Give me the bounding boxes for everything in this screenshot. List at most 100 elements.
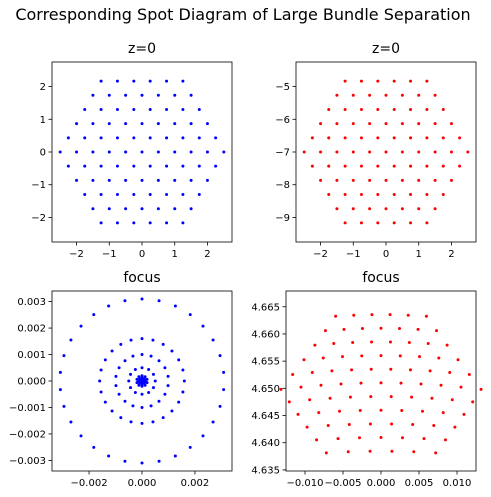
data-point	[99, 193, 103, 197]
data-point	[165, 136, 169, 140]
data-point	[103, 400, 107, 404]
data-point	[103, 358, 107, 362]
data-point	[173, 93, 177, 97]
data-point	[115, 164, 119, 168]
data-point	[189, 207, 193, 211]
y-tick-label: 0	[40, 148, 46, 159]
data-point	[359, 193, 363, 197]
data-point	[79, 324, 83, 328]
data-point	[425, 221, 429, 225]
data-point	[156, 150, 160, 154]
y-tick-label: −2	[31, 213, 46, 224]
data-point	[359, 107, 363, 111]
data-point	[319, 150, 323, 154]
data-point	[115, 136, 119, 140]
data-point	[161, 416, 165, 420]
data-point	[69, 338, 73, 342]
data-point	[181, 107, 185, 111]
data-point	[205, 150, 209, 154]
data-point	[399, 381, 403, 385]
data-point	[376, 193, 380, 197]
data-point	[384, 93, 388, 97]
data-point	[124, 178, 128, 182]
data-point	[91, 122, 95, 126]
data-point	[417, 93, 421, 97]
data-point	[458, 164, 462, 168]
data-point	[343, 79, 347, 83]
x-tick-label: 0	[139, 249, 145, 260]
data-point	[201, 434, 205, 438]
data-point	[165, 221, 169, 225]
data-point	[358, 408, 362, 412]
data-point	[163, 392, 167, 396]
data-point	[433, 207, 437, 211]
data-point	[343, 164, 347, 168]
data-point	[343, 107, 347, 111]
data-point	[411, 422, 415, 426]
data-point	[343, 136, 347, 140]
data-point	[392, 193, 396, 197]
data-point	[173, 207, 177, 211]
data-point	[205, 178, 209, 182]
data-point	[430, 396, 434, 400]
data-point	[91, 207, 95, 211]
data-point	[205, 122, 209, 126]
data-point	[166, 384, 170, 388]
y-tick-label: 2	[40, 82, 46, 93]
data-point	[443, 438, 447, 442]
data-point	[409, 107, 413, 111]
data-point	[114, 384, 118, 388]
data-point	[376, 136, 380, 140]
data-point	[392, 107, 396, 111]
data-point	[351, 93, 355, 97]
data-point	[170, 349, 174, 353]
subplot-title: z=0	[372, 41, 400, 57]
data-point	[308, 398, 312, 402]
data-point	[359, 136, 363, 140]
data-point	[441, 164, 445, 168]
data-point	[422, 437, 426, 441]
data-point	[302, 150, 306, 154]
data-point	[151, 372, 155, 376]
data-point	[445, 343, 449, 347]
data-point	[132, 136, 136, 140]
data-point	[189, 93, 193, 97]
data-point	[368, 150, 372, 154]
data-point	[163, 366, 167, 370]
data-point	[458, 136, 462, 140]
data-point	[165, 107, 169, 111]
data-point	[114, 374, 118, 378]
data-point	[107, 178, 111, 182]
data-point	[351, 122, 355, 126]
y-tick-label: −1	[31, 180, 46, 191]
data-point	[425, 193, 429, 197]
data-point	[83, 164, 87, 168]
data-point	[218, 354, 222, 358]
data-point	[441, 107, 445, 111]
data-point	[127, 379, 131, 383]
data-point	[409, 79, 413, 83]
data-point	[360, 354, 364, 358]
data-point	[140, 93, 144, 97]
y-tick-label: −6	[275, 115, 290, 126]
x-tick-label: −2	[313, 249, 328, 260]
data-point	[222, 388, 226, 392]
data-point	[310, 370, 314, 374]
data-point	[319, 178, 323, 182]
data-point	[379, 354, 383, 358]
data-point	[335, 150, 339, 154]
data-point	[153, 379, 157, 383]
data-point	[336, 437, 340, 441]
data-point	[416, 327, 420, 331]
x-tick-label: 0.010	[443, 478, 472, 489]
data-point	[335, 122, 339, 126]
data-point	[323, 329, 327, 333]
data-point	[75, 150, 79, 154]
data-point	[98, 379, 102, 383]
data-point	[62, 404, 66, 408]
data-point	[462, 412, 466, 416]
data-point	[346, 450, 350, 454]
data-point	[181, 193, 185, 197]
data-point	[140, 392, 144, 396]
y-tick-label: 4.650	[251, 384, 280, 395]
